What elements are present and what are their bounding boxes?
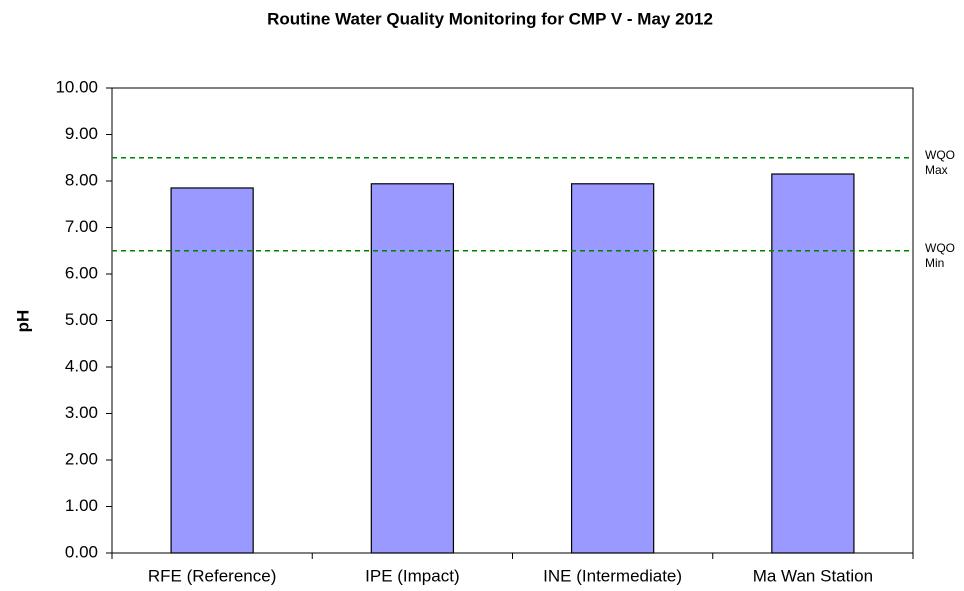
y-tick-label: 4.00 [65,356,98,375]
y-tick-label: 0.00 [65,542,98,561]
chart-title: Routine Water Quality Monitoring for CMP… [267,9,713,28]
y-tick-label: 1.00 [65,496,98,515]
x-tick-label: INE (Intermediate) [543,566,682,585]
x-tick-label: RFE (Reference) [148,566,276,585]
reference-label: WQO [925,148,955,162]
reference-label: WQO [925,241,955,255]
y-tick-label: 7.00 [65,217,98,236]
bar [170,187,254,554]
reference-label: Max [925,163,948,177]
x-tick-label: Ma Wan Station [753,566,873,585]
bar [570,183,655,554]
y-axis-label: pH [13,310,32,333]
bar [370,183,455,554]
x-tick-label: IPE (Impact) [365,566,459,585]
reference-label: Min [925,256,944,270]
y-tick-label: 9.00 [65,124,98,143]
y-tick-label: 10.00 [55,77,98,96]
y-tick-label: 5.00 [65,310,98,329]
y-tick-label: 3.00 [65,403,98,422]
y-tick-label: 8.00 [65,170,98,189]
y-tick-label: 2.00 [65,449,98,468]
bar [771,173,855,554]
y-tick-label: 6.00 [65,263,98,282]
